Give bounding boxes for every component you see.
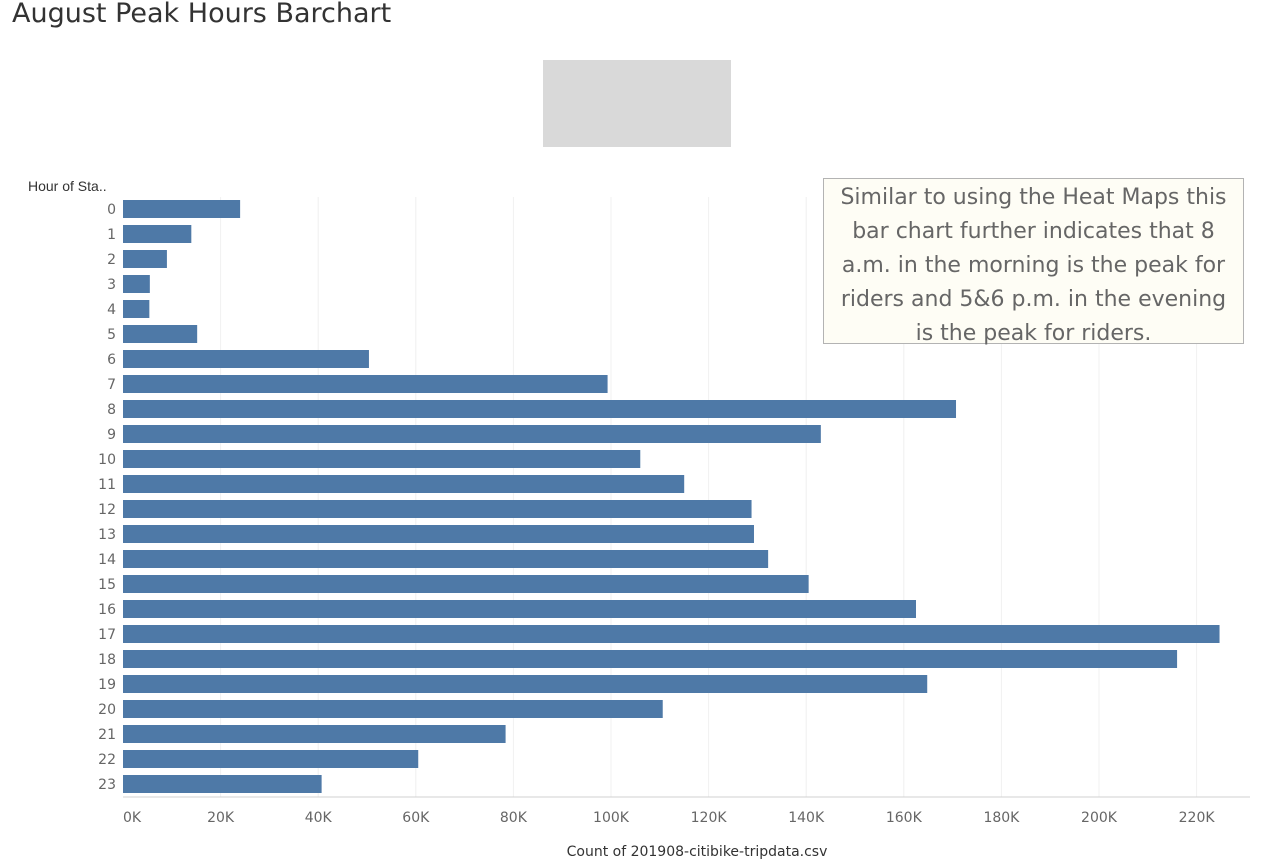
bar-hour-12[interactable] (123, 500, 752, 518)
y-tick-label: 19 (98, 677, 116, 693)
y-tick-label: 6 (107, 352, 116, 368)
y-tick-label: 8 (107, 402, 116, 418)
bar-hour-4[interactable] (123, 300, 150, 318)
bar-hour-22[interactable] (123, 750, 419, 768)
bar-hour-15[interactable] (123, 575, 809, 593)
y-tick-label: 17 (98, 627, 116, 643)
bar-hour-2[interactable] (123, 250, 167, 268)
bar-hour-18[interactable] (123, 650, 1178, 668)
y-tick-label: 14 (98, 552, 116, 568)
bar-hour-9[interactable] (123, 425, 821, 443)
y-tick-label: 4 (107, 302, 116, 318)
y-tick-label: 0 (107, 202, 116, 218)
bar-hour-8[interactable] (123, 400, 957, 418)
y-tick-label: 10 (98, 452, 116, 468)
x-tick-label: 140K (788, 810, 825, 826)
x-tick-label: 220K (1179, 810, 1216, 826)
y-tick-label: 22 (98, 752, 116, 768)
y-tick-label: 18 (98, 652, 116, 668)
y-tick-label: 23 (98, 777, 116, 793)
x-tick-label: 20K (207, 810, 235, 826)
bar-hour-0[interactable] (123, 200, 241, 218)
y-tick-label: 13 (98, 527, 116, 543)
bar-hour-13[interactable] (123, 525, 754, 543)
y-tick-label: 16 (98, 602, 116, 618)
bar-hour-10[interactable] (123, 450, 641, 468)
y-tick-label: 11 (98, 477, 116, 493)
bar-hour-23[interactable] (123, 775, 322, 793)
bar-hour-14[interactable] (123, 550, 769, 568)
x-tick-label: 160K (886, 810, 923, 826)
bar-hour-20[interactable] (123, 700, 663, 718)
bars (123, 200, 1220, 793)
x-tick-label: 40K (305, 810, 333, 826)
bar-hour-11[interactable] (123, 475, 685, 493)
y-tick-label: 2 (107, 252, 116, 268)
y-tick-label: 15 (98, 577, 116, 593)
page-title: August Peak Hours Barchart (12, 0, 392, 29)
x-tick-label: 60K (402, 810, 430, 826)
y-tick-label: 5 (107, 327, 116, 343)
y-tick-label: 1 (107, 227, 116, 243)
y-tick-label: 3 (107, 277, 116, 293)
y-tick-label: 9 (107, 427, 116, 443)
x-tick-label: 200K (1081, 810, 1118, 826)
image-placeholder (543, 60, 731, 147)
y-tick-label: 7 (107, 377, 116, 393)
bar-hour-16[interactable] (123, 600, 916, 618)
bar-hour-17[interactable] (123, 625, 1220, 643)
x-axis-title: Count of 201908-citibike-tripdata.csv (567, 844, 828, 860)
bar-hour-5[interactable] (123, 325, 198, 343)
x-tick-label: 180K (983, 810, 1020, 826)
bar-hour-19[interactable] (123, 675, 928, 693)
bar-hour-1[interactable] (123, 225, 192, 243)
bar-hour-21[interactable] (123, 725, 506, 743)
x-tick-label: 120K (691, 810, 728, 826)
bar-hour-3[interactable] (123, 275, 150, 293)
bar-hour-7[interactable] (123, 375, 608, 393)
x-tick-label: 100K (593, 810, 630, 826)
y-tick-label: 12 (98, 502, 116, 518)
x-tick-labels: 0K 20K 40K 60K 80K 100K 120K 140K 160K 180K 200K 22… (123, 810, 1215, 826)
y-tick-label: 20 (98, 702, 116, 718)
x-tick-label: 0K (123, 810, 142, 826)
x-tick-label: 80K (500, 810, 528, 826)
y-axis-title: Hour of Sta.. (28, 178, 107, 194)
annotation-box: Similar to using the Heat Maps this bar … (823, 178, 1244, 346)
y-tick-label: 21 (98, 727, 116, 743)
bar-hour-6[interactable] (123, 350, 369, 368)
